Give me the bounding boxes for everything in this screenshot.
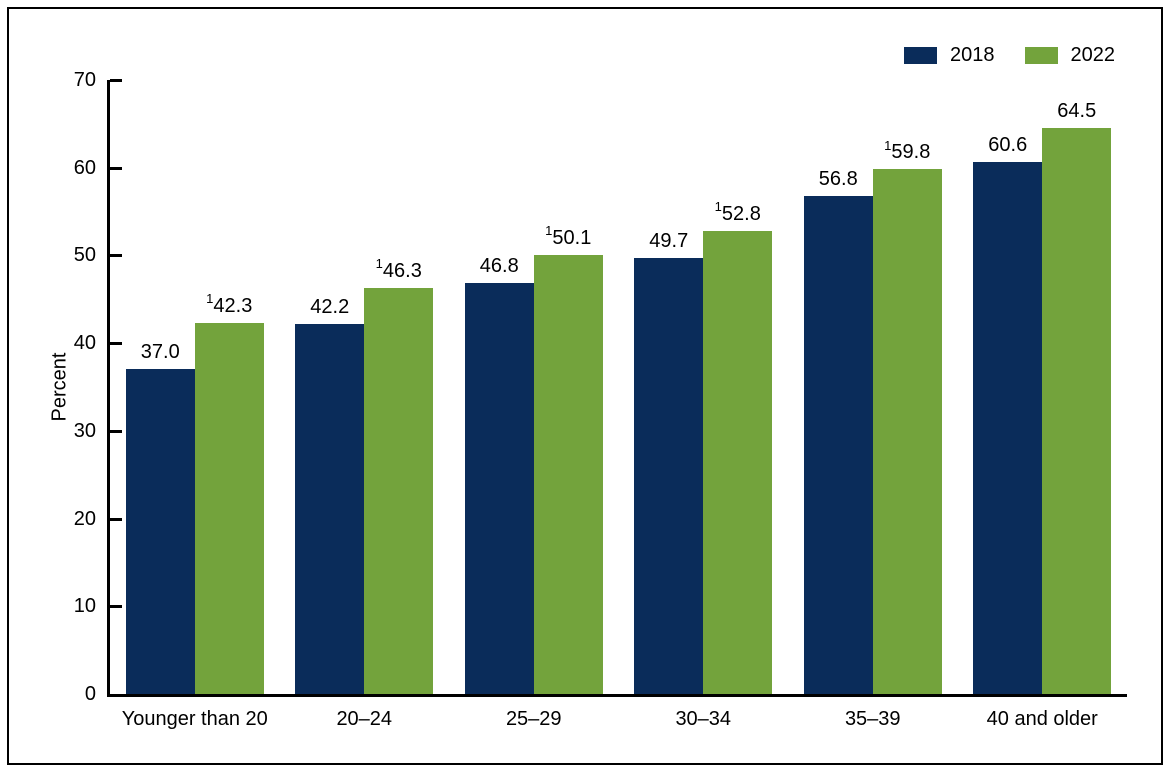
y-axis-tick-label: 20 [73,507,96,530]
bar-value-label: 37.0 [140,341,180,364]
bar-value-label: 42.2 [310,295,350,318]
bar-value-label: 146.3 [375,256,422,282]
y-axis-tick [110,342,122,346]
y-axis-tick-label: 0 [84,683,96,705]
y-axis-title: Percent [48,352,71,422]
y-axis-tick [110,605,122,609]
y-axis-tick-label: 70 [73,69,96,91]
bar-2018 [973,162,1043,694]
y-axis-tick-label: 50 [73,244,96,267]
y-axis-tick-label: 10 [73,595,96,618]
bar-value-label: 60.6 [988,134,1028,157]
bar-2022 [872,169,942,694]
y-axis-tick [110,429,122,433]
bar-2018 [464,283,534,694]
bar-value-label: 142.3 [206,291,253,317]
y-axis-tick-label: 60 [73,156,96,179]
bar-2018 [803,195,873,694]
x-category-label: 35–39 [844,708,901,730]
y-axis-line [107,80,110,697]
legend-label-2018: 2018 [950,44,995,66]
x-category-label: 40 and older [986,708,1098,730]
chart-frame: 2018 2022 Percent 0 10 20 30 40 50 60 70 37.0 142… [7,7,1163,765]
x-category-label: 25–29 [505,708,562,730]
x-category-label: 30–34 [675,708,732,730]
x-category-label: 20–24 [336,708,393,730]
legend-swatch-2022 [1024,46,1058,64]
bar-2022 [703,230,773,694]
bar-2022 [1042,128,1112,694]
x-category-label: Younger than 20 [121,708,268,730]
bar-2022 [364,287,434,694]
y-axis-tick [110,79,122,82]
y-axis-tick-label: 40 [73,332,96,355]
y-axis-tick [110,517,122,521]
y-axis-tick [110,254,122,258]
legend: 2018 2022 [904,45,1115,65]
legend-item-2022: 2022 [1024,44,1116,66]
bar-value-label: 46.8 [479,255,519,278]
bar-2022 [533,254,603,694]
bar-2018 [295,323,365,694]
bar-value-label: 152.8 [714,199,761,225]
y-axis-tick-label: 30 [73,419,96,442]
bar-value-label: 56.8 [818,167,858,190]
bar-value-label: 64.5 [1057,100,1097,123]
bar-2022 [194,322,264,694]
bar-value-label: 150.1 [545,222,592,249]
y-axis-tick [110,166,122,170]
legend-swatch-2018 [904,46,937,64]
bar-2018 [125,369,195,694]
legend-item-2018: 2018 [904,45,995,65]
x-axis-line [107,694,1127,697]
bar-value-label: 159.8 [884,137,931,164]
bar-value-label: 49.7 [649,230,689,253]
legend-label-2022: 2022 [1070,44,1116,66]
bar-2018 [634,258,704,694]
